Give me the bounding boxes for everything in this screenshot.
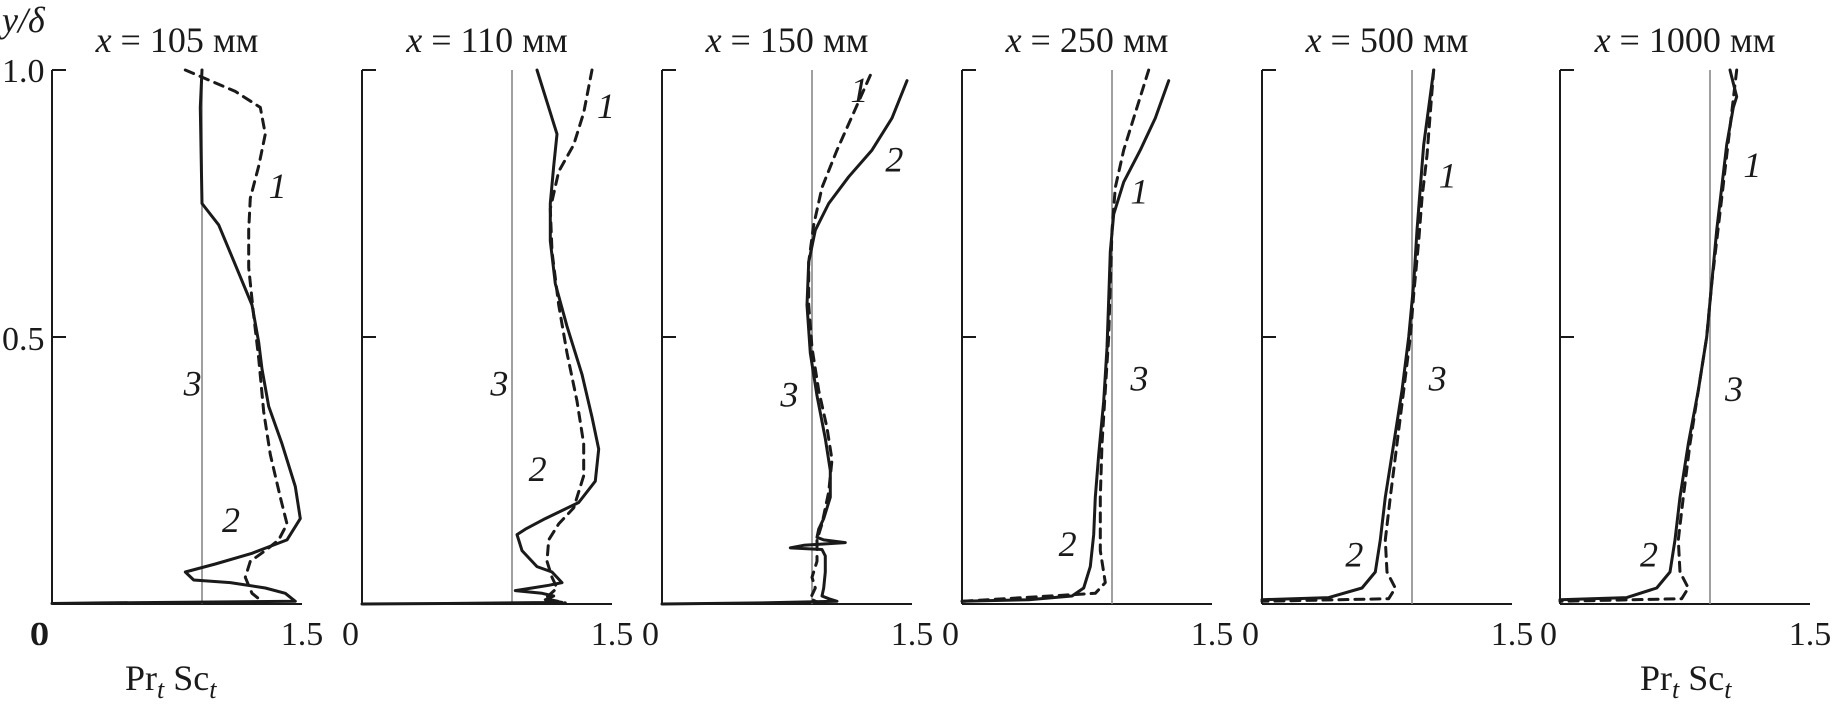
panel-2-title-var: x	[405, 20, 422, 60]
panel-3-curve-label-3: 3	[779, 374, 798, 414]
panel-4: x = 250 мм 0 1.5 1 2 3	[942, 20, 1233, 653]
panel-3-x-tick-0: 0	[642, 616, 659, 653]
panel-5-title: x = 500 мм	[1305, 20, 1469, 60]
y-tick-0: 0	[30, 616, 47, 653]
panel-3-title: x = 150 мм	[705, 20, 869, 60]
panel-3-curve-label-1: 1	[850, 70, 868, 110]
panel-4-title-text: = 250 мм	[1022, 20, 1169, 60]
y-tick-0.5: 0.5	[2, 321, 45, 358]
panel-3-title-text: = 150 мм	[722, 20, 869, 60]
panel-1-series-2	[50, 68, 302, 605]
panel-1-series-1	[183, 68, 289, 603]
panel-6-title-text: = 1000 мм	[1611, 20, 1776, 60]
panel-2-curve-label-1: 1	[597, 86, 615, 126]
panel-1-x-tick-1.5: 1.5	[281, 616, 324, 653]
panel-2-series-2	[360, 68, 601, 606]
panel-4-series-2	[960, 79, 1171, 603]
panel-6-curve-label-3: 3	[1724, 369, 1743, 409]
panel-2: x = 110 мм 0 1.5 1 2 3	[342, 20, 633, 653]
panel-2-curve-label-3: 3	[489, 364, 508, 404]
x-axis-label-left-sub: t	[157, 675, 165, 704]
panel-2-series-1	[543, 68, 594, 605]
panel-6-curve-label-2: 2	[1640, 535, 1658, 575]
panel-3-series-1	[807, 73, 872, 605]
panel-6-x-tick-0: 0	[1540, 616, 1557, 653]
panel-5-curve-label-3: 3	[1428, 358, 1447, 398]
panel-5-x-tick-1.5: 1.5	[1491, 616, 1534, 653]
panel-1-curve-label-3: 3	[183, 364, 202, 404]
panel-2-title: x = 110 мм	[405, 20, 568, 60]
panel-4-curve-label-1: 1	[1130, 172, 1148, 212]
panel-3-curve-label-2: 2	[885, 139, 903, 179]
x-axis-label-left-sub2: t	[209, 675, 217, 704]
panel-5-curve-label-2: 2	[1345, 535, 1363, 575]
panel-4-series-1	[960, 68, 1151, 603]
panel-6-title: x = 1000 мм	[1594, 20, 1776, 60]
panel-6: x = 1000 мм 0 1.5 1 2 3	[1540, 20, 1831, 653]
panel-6-curve-label-1: 1	[1743, 145, 1761, 185]
panel-3-title-var: x	[705, 20, 722, 60]
panel-2-title-text: = 110 мм	[422, 20, 568, 60]
panel-1-title: x = 105 мм	[95, 20, 259, 60]
panel-5-title-var: x	[1305, 20, 1322, 60]
y-axis-label: y/δ	[0, 0, 46, 40]
x-axis-label-right-sub: t	[1672, 675, 1680, 704]
panel-4-curve-label-3: 3	[1129, 358, 1148, 398]
x-axis-label-right-main: Pr	[1640, 658, 1672, 698]
panel-3-series-2	[660, 79, 909, 606]
x-axis-label-right-sub2: t	[1724, 675, 1732, 704]
panel-1-curve-label-2: 2	[222, 500, 240, 540]
panel-1-title-var: x	[95, 20, 112, 60]
x-axis-label-left-main: Pr	[125, 658, 157, 698]
x-axis-label-left-mid: Sc	[164, 658, 209, 698]
panel-4-x-tick-1.5: 1.5	[1191, 616, 1234, 653]
y-tick-1: 1.0	[2, 53, 45, 90]
panel-1-title-text: = 105 мм	[112, 20, 259, 60]
panel-4-title: x = 250 мм	[1005, 20, 1169, 60]
panel-2-curve-label-2: 2	[529, 449, 547, 489]
x-axis-label-right-mid: Sc	[1679, 658, 1724, 698]
panel-1-curve-label-1: 1	[269, 166, 287, 206]
panel-5-series-2	[1260, 68, 1436, 602]
panel-1: x = 105 мм 0 1.5 1 2 3	[32, 20, 323, 653]
panel-4-curve-label-2: 2	[1059, 524, 1077, 564]
panel-2-x-tick-0: 0	[342, 616, 359, 653]
panel-3: x = 150 мм 0 1.5 12 3	[642, 20, 933, 653]
panel-1-x-tick-0: 0	[32, 616, 49, 653]
panel-5-title-text: = 500 мм	[1322, 20, 1469, 60]
panel-2-x-tick-1.5: 1.5	[591, 616, 634, 653]
panel-6-x-tick-1.5: 1.5	[1789, 616, 1832, 653]
panel-5-curve-label-1: 1	[1439, 155, 1457, 195]
x-axis-label-left: Prt Sct	[125, 658, 217, 704]
x-axis-label-right: Prt Sct	[1640, 658, 1732, 704]
panel-5-x-tick-0: 0	[1242, 616, 1259, 653]
panel-6-title-var: x	[1594, 20, 1611, 60]
panel-4-x-tick-0: 0	[942, 616, 959, 653]
panel-3-x-tick-1.5: 1.5	[891, 616, 934, 653]
panel-5: x = 500 мм 0 1.5 1 2 3	[1242, 20, 1533, 653]
panel-4-title-var: x	[1005, 20, 1022, 60]
panel-6-series-2	[1558, 68, 1739, 602]
panel-5-series-1	[1260, 68, 1436, 603]
